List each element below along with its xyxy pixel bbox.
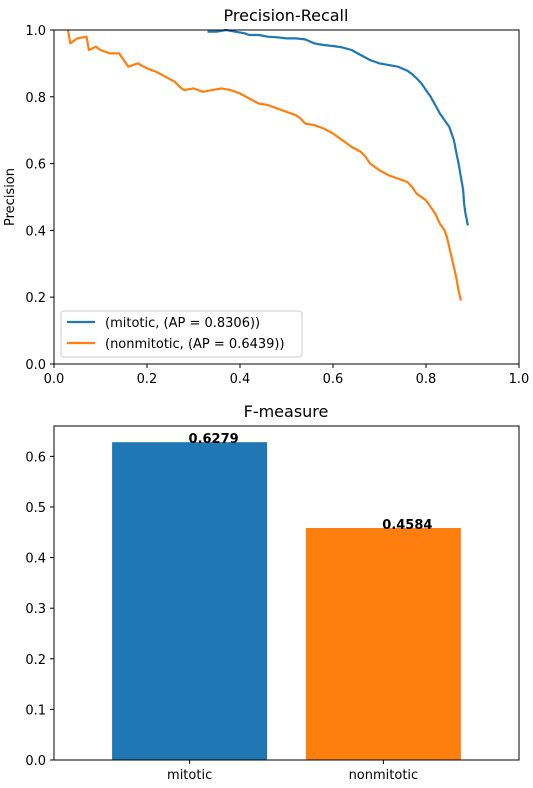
- f-chart-title: F-measure: [244, 402, 329, 421]
- pr-series-line-mitotic: [207, 28, 469, 226]
- f-bar-value-mitotic: 0.6279: [189, 432, 239, 447]
- pr-x-tick-label: 0.8: [416, 372, 437, 387]
- legend-label-mitotic: (mitotic, (AP = 0.8306)): [105, 316, 260, 331]
- pr-plot-frame: [53, 29, 520, 365]
- f-y-tick-label: 0.1: [25, 703, 46, 718]
- pr-series-lines: [66, 28, 469, 301]
- f-x-tick-label-mitotic: mitotic: [167, 768, 212, 783]
- f-bar-mitotic: [112, 442, 268, 760]
- f-measure-chart: F-measure 0.0 0.1 0.2 0.3 0.4 0.5 0.6 mitotic no…: [25, 402, 520, 783]
- pr-x-tick-label: 0.6: [323, 372, 344, 387]
- pr-x-tick-label: 0.4: [230, 372, 251, 387]
- pr-y-tick-label: 1.0: [25, 24, 46, 39]
- precision-recall-chart: Precision-Recall Precision 0.0 0.2 0.4 0.6 0…: [3, 6, 529, 387]
- f-y-tick-label: 0.4: [25, 552, 46, 567]
- f-bar-nonmitotic: [305, 528, 461, 760]
- pr-chart-title: Precision-Recall: [224, 6, 349, 25]
- f-axis-ticks: 0.0 0.1 0.2 0.3 0.4 0.5 0.6 mitotic nonmitotic: [25, 450, 418, 783]
- pr-series-line-nonmitotic: [66, 29, 462, 301]
- f-y-tick-label: 0.5: [25, 501, 46, 516]
- pr-y-axis-label: Precision: [3, 168, 18, 226]
- pr-x-tick-label: 0.2: [137, 372, 158, 387]
- f-y-tick-label: 0.3: [25, 602, 46, 617]
- f-y-tick-label: 0.2: [25, 653, 46, 668]
- f-bar-value-nonmitotic: 0.4584: [382, 518, 432, 533]
- pr-y-tick-label: 0.0: [25, 358, 46, 373]
- pr-axis-ticks: 0.0 0.2 0.4 0.6 0.8 1.0 0.0 0.2 0.4 0.6 0.8 1.0: [25, 24, 529, 387]
- f-x-tick-label-nonmitotic: nonmitotic: [349, 768, 419, 783]
- pr-legend: (mitotic, (AP = 0.8306)) (nonmitotic, (A…: [60, 310, 303, 358]
- legend-box: [60, 310, 303, 358]
- pr-y-tick-label: 0.8: [25, 91, 46, 106]
- f-y-tick-label: 0.6: [25, 450, 46, 465]
- f-plot-frame: [53, 425, 520, 761]
- pr-x-tick-label: 1.0: [509, 372, 530, 387]
- pr-y-tick-label: 0.4: [25, 224, 46, 239]
- f-y-tick-label: 0.0: [25, 754, 46, 769]
- pr-x-tick-label: 0.0: [44, 372, 65, 387]
- pr-y-tick-label: 0.2: [25, 291, 46, 306]
- pr-y-tick-label: 0.6: [25, 158, 46, 173]
- legend-label-nonmitotic: (nonmitotic, (AP = 0.6439)): [105, 337, 285, 352]
- f-bars: 0.6279 0.4584: [112, 432, 461, 760]
